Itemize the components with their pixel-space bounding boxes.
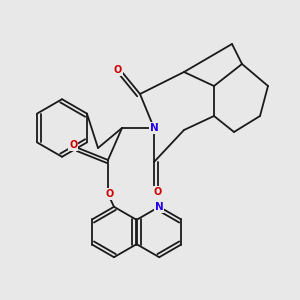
Text: O: O bbox=[114, 65, 122, 75]
Text: N: N bbox=[150, 123, 158, 133]
Text: O: O bbox=[69, 140, 77, 150]
Text: O: O bbox=[106, 189, 114, 199]
Text: N: N bbox=[155, 202, 164, 212]
Text: O: O bbox=[153, 187, 161, 197]
